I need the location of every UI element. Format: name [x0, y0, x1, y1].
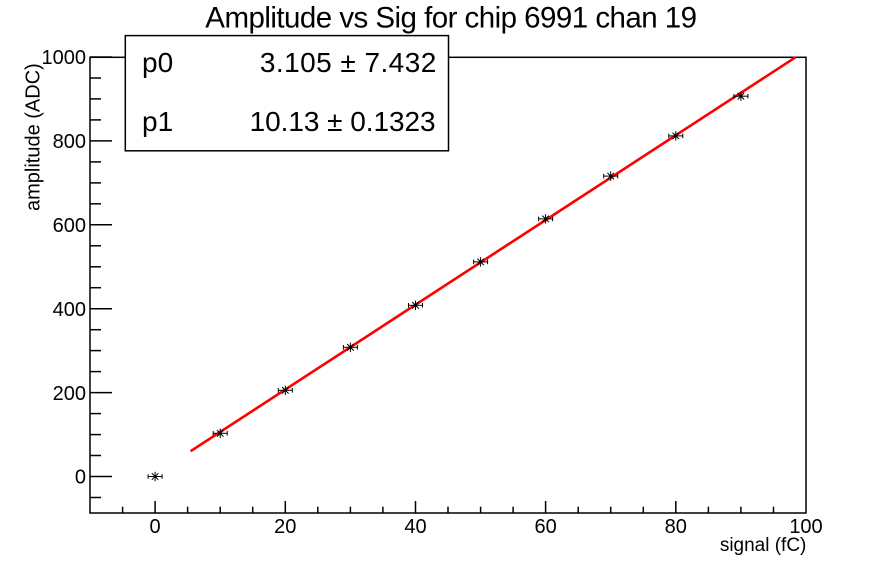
svg-text:100: 100: [789, 516, 822, 538]
svg-text:20: 20: [274, 516, 296, 538]
svg-text:p0: p0: [142, 47, 173, 78]
svg-text:200: 200: [53, 383, 86, 405]
svg-text:400: 400: [53, 299, 86, 321]
svg-text:p1: p1: [142, 106, 173, 137]
svg-text:Amplitude vs Sig for chip 6991: Amplitude vs Sig for chip 6991 chan 19: [205, 2, 697, 35]
svg-text:0: 0: [150, 516, 161, 538]
svg-text:600: 600: [53, 215, 86, 237]
svg-text:1000: 1000: [42, 47, 87, 69]
svg-text:signal (fC): signal (fC): [720, 535, 807, 556]
svg-text:40: 40: [404, 516, 426, 538]
svg-text:3.105 ± 7.432: 3.105 ± 7.432: [260, 47, 436, 78]
svg-text:0: 0: [75, 467, 86, 489]
svg-text:amplitude (ADC): amplitude (ADC): [23, 63, 45, 211]
svg-text:10.13 ± 0.1323: 10.13 ± 0.1323: [250, 106, 436, 137]
svg-text:60: 60: [534, 516, 556, 538]
svg-text:80: 80: [665, 516, 687, 538]
svg-text:800: 800: [53, 131, 86, 153]
